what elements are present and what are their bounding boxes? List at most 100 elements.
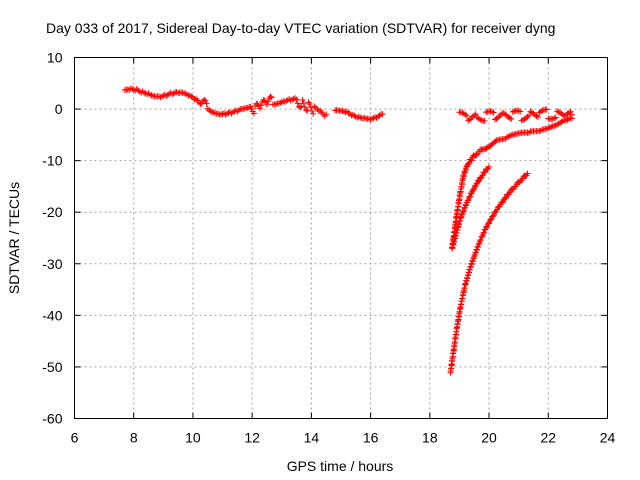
data-point (515, 107, 522, 114)
data-point (303, 106, 310, 113)
data-point (533, 112, 540, 119)
data-point (290, 95, 297, 102)
data-point (509, 108, 516, 115)
data-point (157, 94, 164, 101)
data-point (483, 109, 490, 116)
y-tick-label: -60 (42, 411, 62, 427)
data-point (461, 204, 468, 211)
data-point (543, 125, 550, 132)
data-point (204, 105, 211, 112)
data-point (534, 113, 541, 120)
y-tick-label: -50 (42, 359, 62, 375)
data-point (376, 112, 383, 119)
grid (74, 57, 608, 419)
data-point (130, 86, 137, 93)
data-point (463, 202, 470, 209)
data-point (310, 110, 317, 117)
data-point (546, 124, 553, 131)
data-point (188, 93, 195, 100)
data-point (486, 220, 493, 227)
x-tick-label: 14 (304, 430, 320, 446)
data-point (197, 101, 204, 108)
data-point (503, 134, 510, 141)
data-point (549, 115, 556, 122)
data-point (467, 193, 474, 200)
data-point (202, 97, 209, 104)
data-point (486, 163, 493, 170)
data-point (543, 106, 550, 113)
data-point (523, 115, 530, 122)
data-point (301, 103, 308, 110)
data-point (551, 123, 558, 130)
data-point (225, 109, 232, 116)
data-point (299, 97, 306, 104)
data-point (466, 116, 473, 123)
data-point (481, 230, 488, 237)
data-point (506, 115, 513, 122)
data-point (267, 93, 274, 100)
data-point (499, 199, 506, 206)
data-point (345, 109, 352, 116)
data-point (240, 105, 247, 112)
data-point (539, 107, 546, 114)
data-point (469, 113, 476, 120)
data-point (473, 151, 480, 158)
data-point (235, 107, 242, 114)
data-point (210, 109, 217, 116)
data-point (300, 100, 307, 107)
data-point (307, 104, 314, 111)
y-tick-label: 0 (55, 101, 63, 117)
data-point (489, 108, 496, 115)
data-point (379, 111, 386, 118)
axis-ticks: 6 8 10 12 14 16 18 20 22 24 10 0 -10 -20 -30 -40 -50 -60 (42, 50, 615, 446)
x-tick-label: 18 (422, 430, 438, 446)
data-point (268, 94, 275, 101)
data-point (191, 96, 198, 103)
data-point (481, 118, 488, 125)
data-point (490, 109, 497, 116)
data-point (484, 144, 491, 151)
data-point (508, 115, 515, 122)
data-point (496, 113, 503, 120)
data-point (508, 132, 515, 139)
series-pass-14.7-16.5 (332, 107, 386, 123)
data-point (471, 253, 478, 260)
data-point (346, 111, 353, 118)
x-tick-label: 6 (71, 430, 79, 446)
x-tick-label: 8 (130, 430, 138, 446)
x-tick-label: 20 (481, 430, 497, 446)
data-point (502, 195, 509, 202)
series-pass-18.7-22.8-rising (449, 114, 575, 252)
data-point (548, 123, 555, 130)
data-point (500, 110, 507, 117)
y-tick-label: 10 (47, 50, 63, 66)
data-point (552, 114, 559, 121)
y-tick-label: -30 (42, 256, 62, 272)
data-point (265, 98, 272, 105)
data-point (463, 166, 470, 173)
series-pass-18.7-20.0-steep (449, 163, 493, 251)
data-point (473, 247, 480, 254)
x-tick-label: 24 (600, 430, 616, 446)
data-point (179, 89, 186, 96)
data-point (568, 115, 575, 122)
data-point (173, 88, 180, 95)
data-point (506, 132, 513, 139)
plot-frame (74, 57, 608, 419)
x-tick-label: 12 (244, 430, 260, 446)
data-point (207, 108, 214, 115)
data-point (526, 129, 533, 136)
data-point (468, 115, 475, 122)
data-point (537, 127, 544, 134)
data-point (147, 91, 154, 98)
data-point (258, 102, 265, 109)
data-point (244, 104, 251, 111)
data-point (545, 125, 552, 132)
data-point (475, 244, 482, 251)
data-point (315, 108, 322, 115)
data-point (248, 105, 255, 112)
x-tick-label: 22 (540, 430, 556, 446)
data-point (466, 159, 473, 166)
x-tick-label: 10 (185, 430, 201, 446)
